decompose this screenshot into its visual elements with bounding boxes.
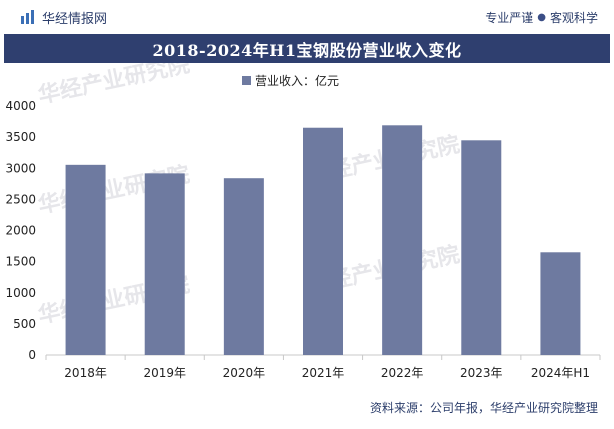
brand: 华经情报网 — [20, 8, 108, 27]
tagline-right: 客观科学 — [549, 10, 598, 25]
bar — [65, 164, 106, 355]
legend: 营业收入：亿元 — [242, 73, 339, 88]
tagline-left: 专业严谨 — [485, 10, 534, 25]
bar — [540, 252, 581, 355]
tagline-separator: ● — [537, 11, 546, 23]
y-tick-label: 2500 — [5, 192, 36, 206]
bar — [144, 173, 185, 355]
bar — [461, 140, 502, 355]
y-tick-label: 2000 — [5, 224, 36, 238]
y-tick-label: 1000 — [5, 286, 36, 300]
legend-label: 营业收入：亿元 — [255, 73, 339, 88]
x-tick-label: 2019年 — [143, 366, 186, 380]
bars — [65, 125, 581, 355]
top-bar: 华经情报网 专业严谨 ● 客观科学 — [0, 0, 614, 34]
bar — [303, 127, 343, 355]
y-tick-label: 0 — [28, 348, 36, 362]
y-tick-label: 1500 — [5, 255, 36, 269]
source-note: 资料来源：公司年报，华经产业研究院整理 — [369, 401, 598, 415]
chart-title: 2018-2024年H1宝钢股份营业收入变化 — [152, 40, 462, 60]
x-tick-label: 2023年 — [460, 366, 503, 380]
x-tick-label: 2022年 — [381, 366, 424, 380]
title-bar: 2018-2024年H1宝钢股份营业收入变化 — [4, 34, 610, 63]
y-tick-label: 500 — [13, 317, 36, 331]
brand-name: 华经情报网 — [42, 11, 108, 27]
y-tick-label: 4000 — [5, 99, 36, 113]
bar — [223, 178, 264, 355]
chart-area: 华经产业研究院华经产业研究院华经产业研究院华经产业研究院华经产业研究院 营业收入… — [0, 51, 614, 425]
tick-labels: 0 500 1000 1500 2000 2500 3000 3500 4000 2018年 201… — [5, 99, 590, 380]
watermark-text: 华经产业研究院 — [36, 63, 192, 109]
y-tick-label: 3500 — [5, 130, 36, 144]
x-tick-label: 2020年 — [223, 366, 266, 380]
tagline: 专业严谨 ● 客观科学 — [485, 8, 598, 26]
legend-swatch — [242, 76, 251, 85]
x-tick-label: 2024年H1 — [531, 366, 590, 380]
brand-logo-icon — [21, 10, 34, 24]
x-tick-label: 2018年 — [64, 366, 107, 380]
bar-chart: 华经产业研究院华经产业研究院华经产业研究院华经产业研究院华经产业研究院 营业收入… — [5, 51, 601, 380]
y-tick-label: 3000 — [5, 161, 36, 175]
axes — [45, 354, 601, 360]
bar — [382, 125, 423, 355]
x-tick-label: 2021年 — [302, 366, 345, 380]
